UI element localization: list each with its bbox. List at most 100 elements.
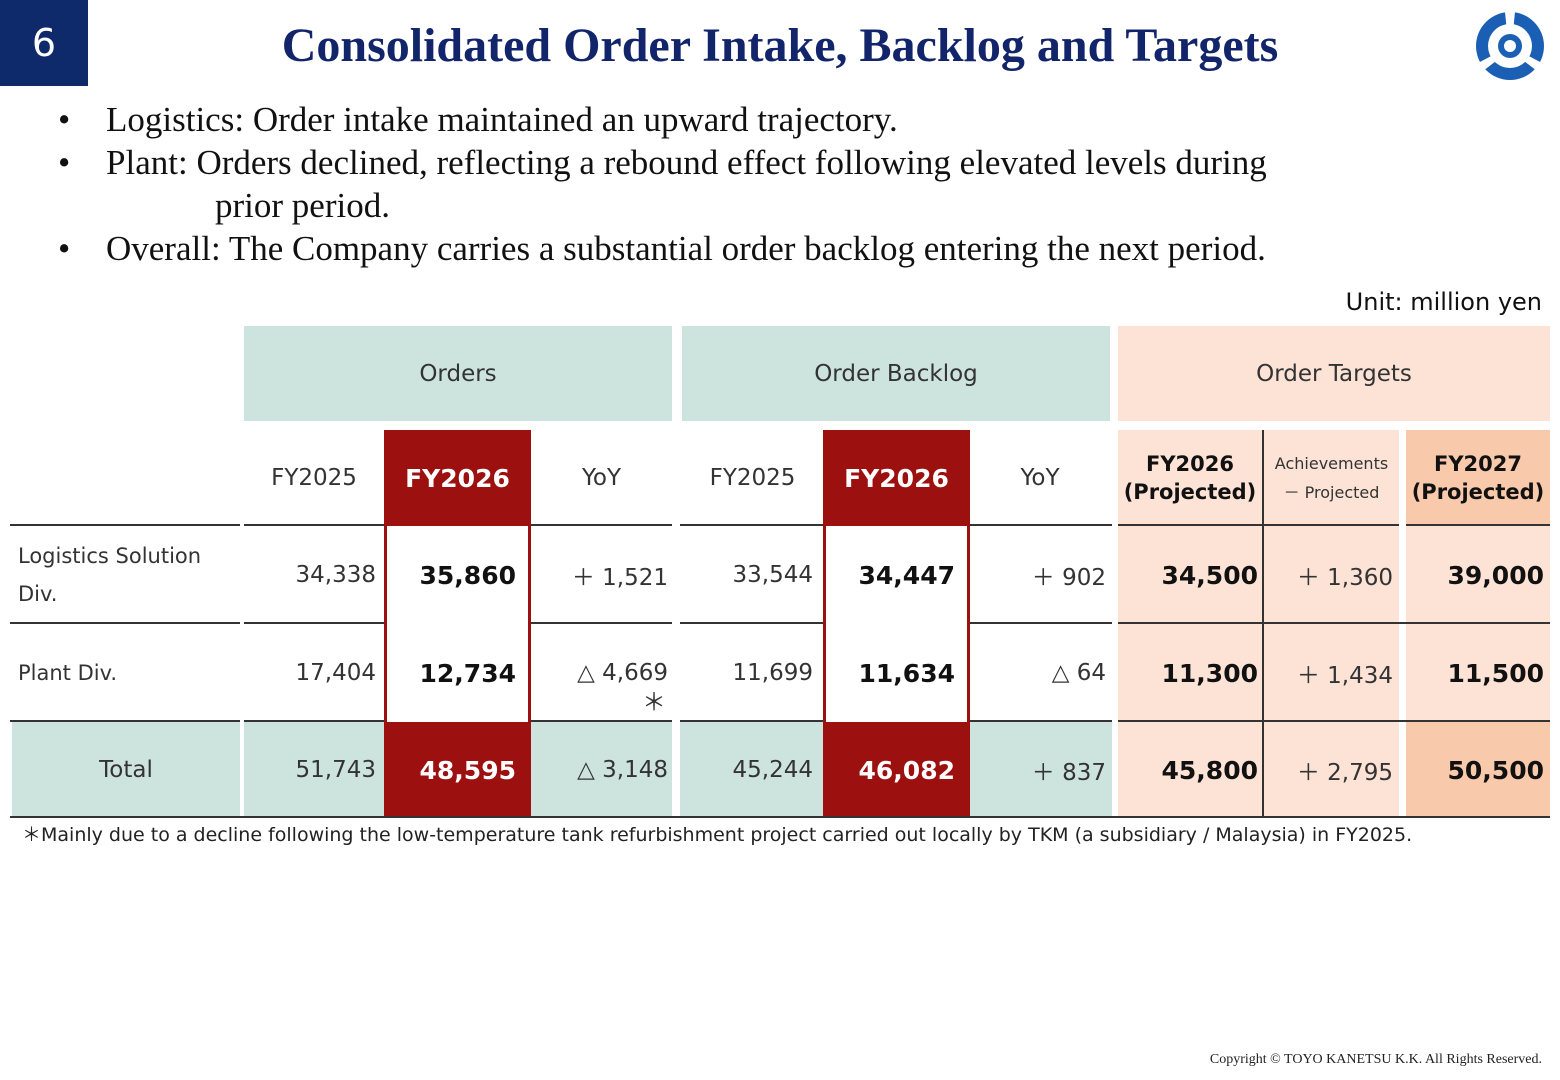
col-header-line: (Projected) <box>1123 480 1257 504</box>
table-cell: 39,000 <box>1447 560 1544 590</box>
orders-fy2026-total-bg <box>384 722 531 818</box>
table-rule <box>1118 720 1550 722</box>
col-header-targets-diff: Achievements － Projected <box>1264 430 1399 526</box>
orders-fy2026-header-bg <box>384 430 531 526</box>
bullet-label: Overall: <box>106 229 221 268</box>
table-rule <box>1262 430 1264 818</box>
table-rule <box>244 622 384 624</box>
table-rule <box>531 524 672 526</box>
company-logo-icon <box>1476 12 1544 80</box>
summary-bullets: • Logistics: Order intake maintained an … <box>58 98 1538 270</box>
targets-diff-column-bg <box>1264 430 1399 818</box>
table-cell: 51,743 <box>295 757 376 783</box>
bullet-plant-continuation: prior period. <box>215 186 390 225</box>
col-header-line: FY2027 <box>1434 452 1522 476</box>
bullet-plant: • Plant: Orders declined, reflecting a r… <box>58 143 1267 182</box>
targets-fy2027-header-bg <box>1406 430 1550 525</box>
row-label-logistics: Logistics Solution Div. <box>18 544 202 606</box>
table-cell: △ 4,669 <box>577 660 668 686</box>
group-header-backlog: Order Backlog <box>682 326 1110 421</box>
bullet-label: Plant: <box>106 143 188 182</box>
group-header-targets: Order Targets <box>1118 326 1550 421</box>
column-gap <box>1399 430 1406 526</box>
col-header-targets-fy2027: FY2027 (Projected) <box>1406 430 1550 526</box>
table-rule <box>531 622 672 624</box>
row-label-plant: Plant Div. <box>18 661 118 685</box>
col-header-orders-fy2026: FY2026 <box>405 463 510 493</box>
table-cell: ＋ 1,434 <box>1296 663 1393 689</box>
table-cell: 48,595 <box>419 755 516 785</box>
table-cell: 34,338 <box>295 562 376 588</box>
table-rule <box>1118 524 1550 526</box>
table-cell: 17,404 <box>295 660 376 686</box>
col-header-targets-fy2026: FY2026 (Projected) <box>1118 430 1262 526</box>
table-cell: 11,699 <box>732 660 813 686</box>
table-rule <box>10 524 240 526</box>
table-rule <box>970 720 1112 722</box>
table-rule <box>680 524 823 526</box>
group-header-orders: Orders <box>244 326 672 421</box>
copyright: Copyright © TOYO KANETSU K.K. All Rights… <box>1209 1052 1542 1067</box>
table-cell: 35,860 <box>419 560 516 590</box>
table-cell: 45,800 <box>1161 755 1258 785</box>
red-border <box>384 526 387 722</box>
col-header-line: － Projected <box>1283 483 1380 502</box>
table-rule <box>680 622 823 624</box>
targets-fy2027-total-bg <box>1406 722 1550 818</box>
table-cell: 11,500 <box>1447 658 1544 688</box>
bullet-label: Logistics: <box>106 100 245 139</box>
table-cell: 50,500 <box>1447 755 1544 785</box>
col-header-backlog-fy2025: FY2025 <box>709 465 796 491</box>
table-cell: 34,447 <box>858 560 955 590</box>
red-border <box>823 526 826 722</box>
table-rule <box>10 720 240 722</box>
col-header-backlog-yoy: YoY <box>1020 465 1060 491</box>
table-cell: 33,544 <box>732 562 813 588</box>
backlog-fy2026-total-bg <box>823 722 970 818</box>
table-cell: 11,634 <box>858 658 955 688</box>
table-cell: 11,300 <box>1161 658 1258 688</box>
table-rule <box>10 816 1550 818</box>
bullet-overall: • Overall: The Company carries a substan… <box>58 229 1266 268</box>
page-number: 6 <box>0 0 88 86</box>
bullet-logistics: • Logistics: Order intake maintained an … <box>58 100 898 139</box>
table-cell: ＋ 1,521 <box>571 565 668 591</box>
col-header-orders-yoy: YoY <box>581 465 622 491</box>
table-cell: △ 3,148 <box>577 757 668 783</box>
table-cell: ＋ 1,360 <box>1296 565 1393 591</box>
table-rule <box>10 622 240 624</box>
table-rule <box>970 622 1112 624</box>
table-cell: 46,082 <box>858 755 955 785</box>
page-title: Consolidated Order Intake, Backlog and T… <box>281 19 1279 72</box>
table-cell: ＋ 902 <box>1031 565 1106 591</box>
bullet-text: Order intake maintained an upward trajec… <box>252 100 898 139</box>
table-cell: 45,244 <box>732 757 813 783</box>
table-rule <box>244 524 384 526</box>
table-cell: 12,734 <box>419 658 516 688</box>
table-cell: ＋ 2,795 <box>1296 760 1393 786</box>
table-cell: △ 64 <box>1051 660 1106 686</box>
table-rule <box>970 524 1112 526</box>
table-rule <box>531 720 672 722</box>
targets-fy2026-column-bg <box>1118 430 1262 818</box>
col-header-line: FY2026 <box>1146 452 1234 476</box>
unit-label: Unit: million yen <box>1345 288 1542 316</box>
table-rule <box>680 720 823 722</box>
table-rule <box>244 720 384 722</box>
table-cell: 34,500 <box>1161 560 1258 590</box>
table-cell: ＋ 837 <box>1031 760 1106 786</box>
col-header-line: Achievements <box>1274 454 1389 473</box>
bullet-text: Orders declined, reflecting a rebound ef… <box>196 143 1267 182</box>
footnote: ＊Mainly due to a decline following the l… <box>22 824 1413 846</box>
backlog-fy2026-header-bg <box>823 430 970 526</box>
total-row-bg-label <box>12 722 240 818</box>
col-header-line: (Projected) <box>1411 480 1545 504</box>
red-border <box>967 526 970 722</box>
row-label-total: Total <box>99 757 153 783</box>
red-border <box>528 526 531 722</box>
footnote-marker: ＊ <box>642 687 666 716</box>
col-header-orders-fy2025: FY2025 <box>271 465 357 491</box>
col-header-backlog-fy2026: FY2026 <box>844 463 949 493</box>
bullet-text: The Company carries a substantial order … <box>228 229 1266 268</box>
table-rule <box>1118 622 1550 624</box>
